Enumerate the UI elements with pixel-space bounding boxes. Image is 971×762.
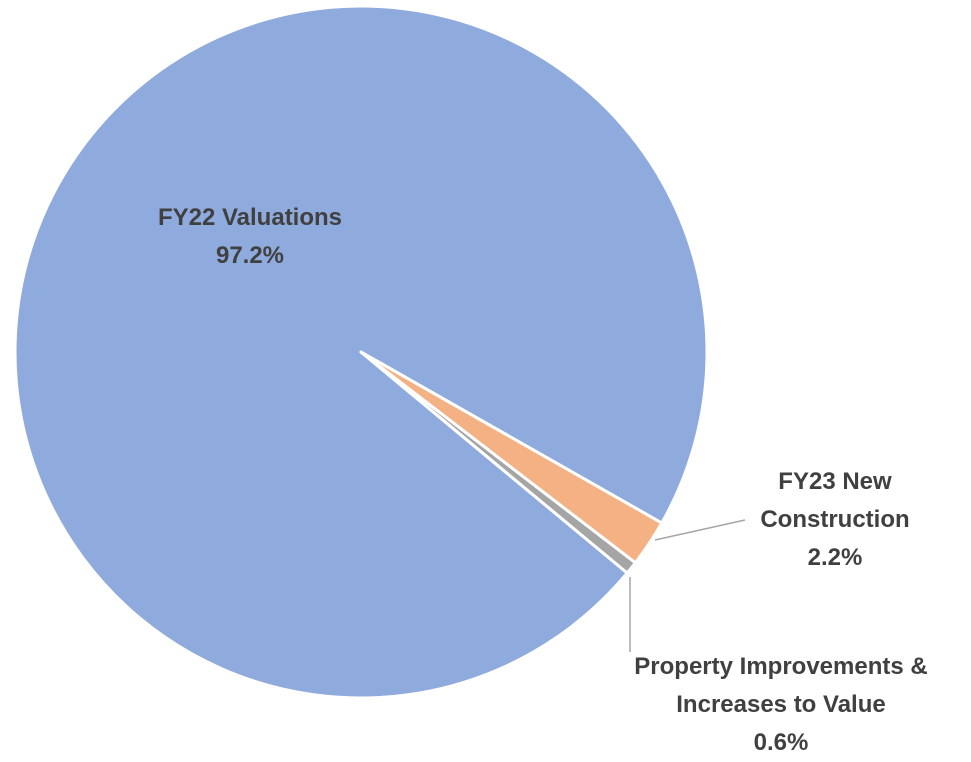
category-label: FY23 New Construction [760,468,910,533]
value-label: 2.2% [807,544,863,571]
slice-label: FY22 Valuations 97.2% [120,199,380,275]
pie-slice [359,350,637,575]
category-label: Property Improvements & Increases to Val… [634,653,928,718]
leader-line [654,519,746,541]
slices [13,4,709,700]
category-label: FY22 Valuations [157,204,343,231]
slice-label: FY23 New Construction 2.2% [750,463,920,577]
value-label: 0.6% [753,729,809,756]
slice-label: Property Improvements & Increases to Val… [601,648,961,762]
value-label: 97.2% [215,242,285,269]
